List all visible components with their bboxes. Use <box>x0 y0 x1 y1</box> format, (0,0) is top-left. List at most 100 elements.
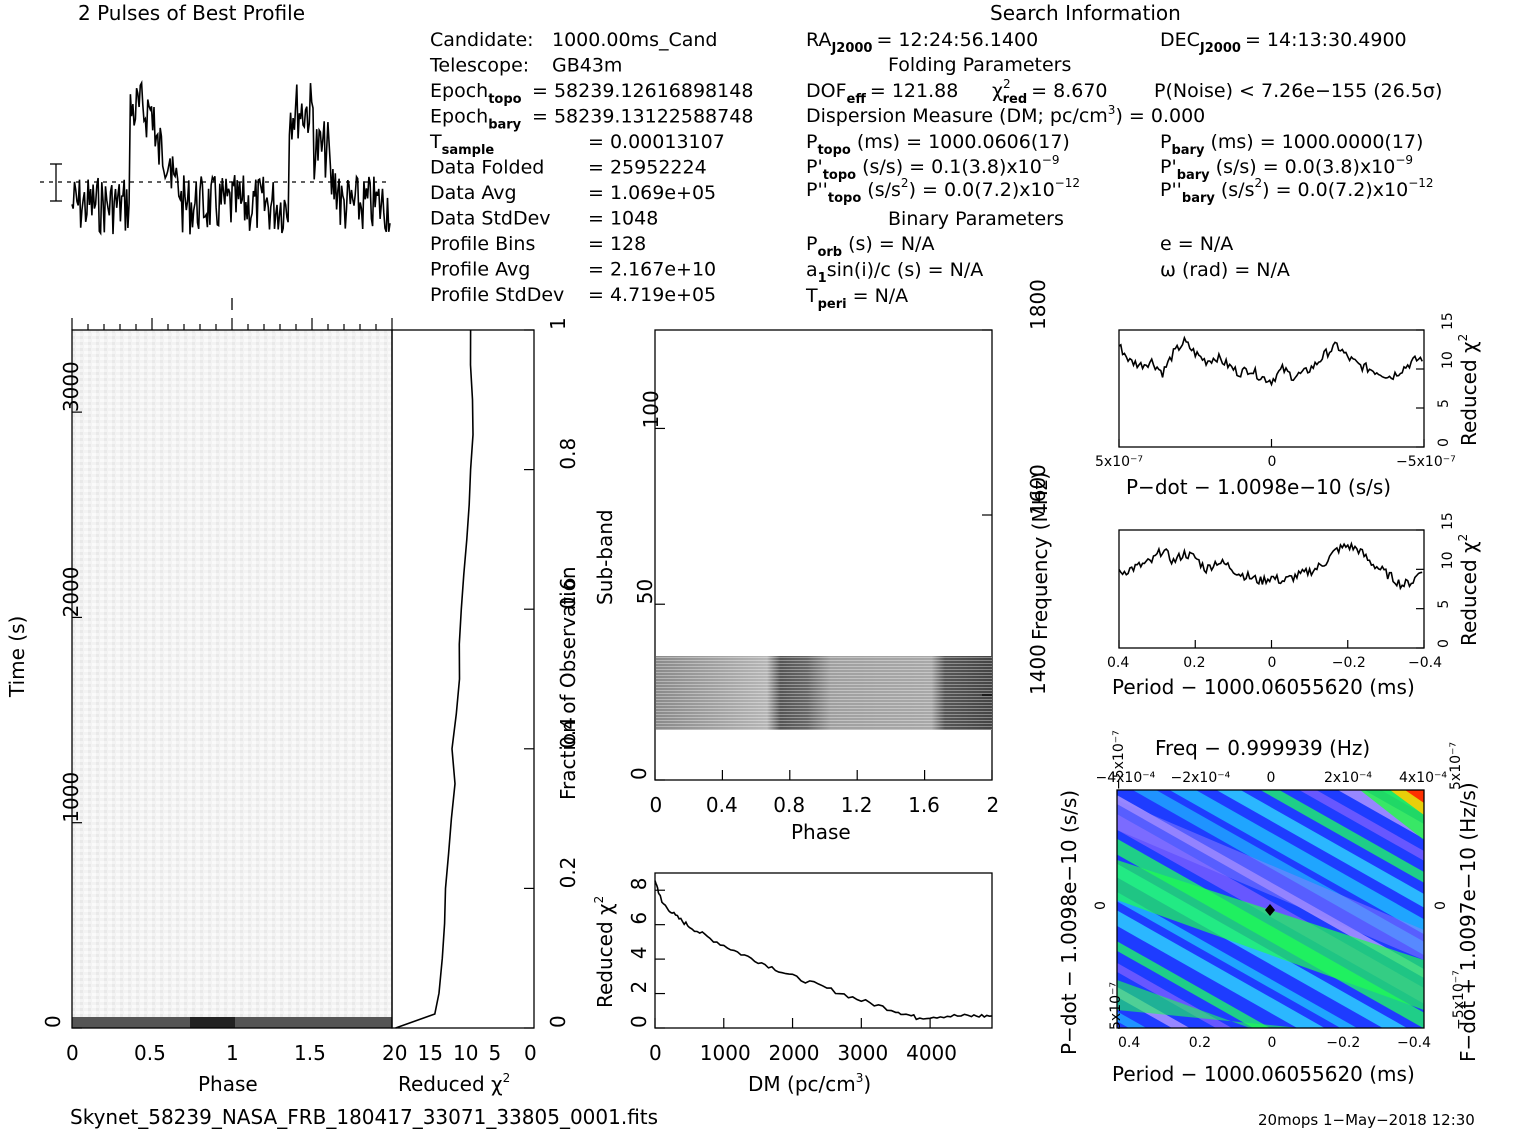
small-x-tick-label: −0.4 <box>1408 655 1442 671</box>
small-x-tick-label: 0.4 <box>1107 655 1129 671</box>
ppdot-x-tick-label: −0.4 <box>1397 1035 1431 1051</box>
redchi-axis-label-3: Reduced χ2 <box>1456 334 1481 446</box>
ppdot-green-band <box>1117 860 1424 1010</box>
dm-tick-label: 1000 <box>700 1041 751 1065</box>
e-label: e = N/A <box>1160 233 1233 255</box>
ra-label: RAJ2000 = 12:24:56.1400 <box>806 29 1038 56</box>
small-y-tick-label: 10 <box>1440 552 1456 570</box>
info-left-column: Candidate: 1000.00ms_Cand Telescope: GB43m E… <box>429 29 753 306</box>
dm-tick-label: 2000 <box>769 1041 820 1065</box>
time-tick-label: 0 <box>41 1015 65 1028</box>
pnoise-label: P(Noise) < 7.26e−155 (26.5σ) <box>1154 80 1442 102</box>
redchi-tick-label: 20 <box>382 1041 407 1065</box>
period-chi2-plot: 0.4 0.2 0 −0.2 −0.4 0 5 10 15 Period − 1000.0605… <box>1107 512 1481 699</box>
redchi-tick-label: 5 <box>489 1041 502 1065</box>
subband-tick-label: 0 <box>627 767 651 780</box>
frequency-tick-label: 1600 <box>1026 464 1050 515</box>
ppdot-stripe <box>1169 790 1424 935</box>
fraction-axis-label: Fraction of Observation <box>556 566 580 800</box>
pdot-chi2-curve <box>1118 335 1423 387</box>
ppdot-y-tick-label: 0 <box>1093 901 1109 910</box>
period-chi2-curve <box>1118 541 1423 591</box>
subband-frame <box>654 329 993 781</box>
frequency-axis-label: Frequency (MHz) <box>1028 472 1052 640</box>
ppdot-y-tick-label: 5x10⁻⁷ <box>1108 982 1124 1030</box>
frequency-tick-label: 1800 <box>1026 279 1050 330</box>
subband-signal-texture <box>656 656 992 730</box>
pdot-axis-label: P−dot − 1.0098e−10 (s/s) <box>1126 475 1391 499</box>
info-row-label: Data Folded <box>430 157 544 179</box>
subband-phase-tick-label: 0 <box>650 793 663 817</box>
porb-label: Porb (s) = N/A <box>806 233 934 260</box>
info-row-label: Profile Avg <box>430 259 530 281</box>
redchi-axis-label-2: Reduced χ2 <box>592 896 617 1008</box>
ppdot-x2-tick-label: −2x10⁻⁴ <box>1171 770 1231 786</box>
fraction-tick-label: 0.4 <box>556 717 580 749</box>
footer-filename: Skynet_58239_NASA_FRB_180417_33071_33805… <box>70 1105 658 1129</box>
period-axis-label-1: Period − 1000.06055620 (ms) <box>1112 675 1415 699</box>
time-tick-label: 1000 <box>59 772 83 823</box>
small-y-tick-label: 10 <box>1440 351 1456 369</box>
dm-curve <box>654 880 993 1021</box>
ppdot-violet-band <box>1117 800 1424 960</box>
info-row-label: Epochbary <box>430 106 522 133</box>
pdot-left-axis-label: P−dot − 1.0098e−10 (s/s) <box>1057 790 1081 1055</box>
small-x-tick-label: 0 <box>1268 454 1277 470</box>
dm-redchi-tick-label: 4 <box>627 946 651 959</box>
binary-title: Binary Parameters <box>888 208 1064 230</box>
subband-tick-label: 50 <box>633 579 657 604</box>
phase-tick-label: 1.5 <box>294 1041 326 1065</box>
phase-axis-label-2: Phase <box>791 820 851 844</box>
fraction-tick-label: 1 <box>546 317 570 330</box>
subband-phase-tick-label: 0.4 <box>706 793 738 817</box>
info-row-label: Candidate: <box>430 29 534 51</box>
info-row-value: = 58239.13122588748 <box>532 106 753 128</box>
info-row-value: = 1048 <box>588 208 658 230</box>
dm-label: Dispersion Measure (DM; pc/cm3) = 0.000 <box>806 103 1205 127</box>
profile-curve <box>71 79 391 236</box>
small-y-tick-label: 15 <box>1440 312 1456 330</box>
info-row-value: = 25952224 <box>588 157 707 179</box>
time-tick-label: 3000 <box>59 361 83 412</box>
ppdot-stripe <box>1117 891 1358 1028</box>
small-y-tick-label: 5 <box>1436 399 1452 408</box>
redchi-fraction-plot: 20 15 10 5 000.20.40.60.81 Reduced χ2 Fracti… <box>382 317 580 1096</box>
fraction-tick-label: 0 <box>546 1015 570 1028</box>
small-y-tick-label: 5 <box>1436 600 1452 609</box>
subband-phase-tick-label: 1.2 <box>841 793 873 817</box>
phase-tick-label: 1 <box>226 1041 239 1065</box>
dm-plot: 0 1000 2000 3000 4000 0 2 4 6 8 Reduced χ2 DM (pc… <box>592 872 993 1096</box>
ppdot-stripe <box>1117 1011 1147 1028</box>
info-row-value: = 128 <box>588 233 646 255</box>
info-row-value: = 0.00013107 <box>588 131 725 153</box>
small-y-tick-label: 0 <box>1436 438 1452 447</box>
dm-tick-label: 0 <box>649 1041 662 1065</box>
dof-label: DOFeff = 121.88 <box>806 80 958 107</box>
small-x-tick-label: −5x10⁻⁷ <box>1396 454 1456 470</box>
small-y-tick-label: 15 <box>1440 512 1456 530</box>
frequency-tick-label: 1400 <box>1026 644 1050 695</box>
time-phase-image <box>72 330 392 1028</box>
fraction-tick-label: 0.6 <box>556 577 580 609</box>
ppdot-x-tick-label: 0.4 <box>1118 1035 1140 1051</box>
small-x-tick-label: 0 <box>1268 655 1277 671</box>
subband-phase-tick-label: 0.8 <box>773 793 805 817</box>
ppdot-x-tick-label: −0.2 <box>1326 1035 1360 1051</box>
subband-axis-label: Sub-band <box>593 509 617 605</box>
info-row-label: Telescope: <box>429 55 529 77</box>
subband-tick-label: 100 <box>639 390 663 428</box>
small-y-tick-label: 0 <box>1436 639 1452 648</box>
phase-tick-label: 0.5 <box>134 1041 166 1065</box>
info-row-label: Data StdDev <box>430 208 551 230</box>
phase-axis-label-1: Phase <box>198 1072 258 1096</box>
ppdot-stripe <box>1117 941 1271 1028</box>
subband-phase-tick-label: 2 <box>987 793 1000 817</box>
search-info: RAJ2000 = 12:24:56.1400 DECJ2000 = 14:13:3… <box>805 29 1442 312</box>
pdot-chi2-frame <box>1118 329 1425 448</box>
period-axis-label-2: Period − 1000.06055620 (ms) <box>1112 1062 1415 1086</box>
time-phase-plot: 0 0.5 1 1.5 0 1000 2000 3000 Time (s) Phase <box>5 318 393 1096</box>
asini-label: a1sin(i)/c (s) = N/A <box>806 259 983 286</box>
ppdot-x2-tick-label: 2x10⁻⁴ <box>1324 770 1372 786</box>
redchi-fraction-curve <box>395 329 474 1029</box>
time-tick-label: 2000 <box>59 567 83 618</box>
